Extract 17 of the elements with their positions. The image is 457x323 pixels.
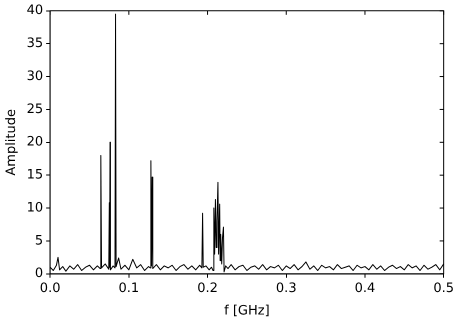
y-tick-label: 15: [26, 168, 44, 183]
x-tick-label: 0.4: [354, 280, 376, 296]
y-tick-label: 5: [34, 233, 44, 248]
x-tick-label: 0.5: [433, 280, 454, 296]
y-tick-label: 20: [26, 134, 44, 150]
y-tick-label: 25: [26, 102, 44, 117]
y-tick-label: 40: [26, 3, 44, 18]
x-tick-label: 0.0: [40, 280, 60, 296]
x-tick-label: 0.3: [276, 280, 297, 296]
x-tick-label: 0.1: [118, 280, 140, 296]
y-tick-label: 0: [34, 266, 44, 282]
y-axis-title: Amplitude: [4, 108, 20, 176]
x-axis-title: f [GHz]: [224, 304, 270, 319]
y-tick-label: 10: [26, 200, 44, 216]
y-tick-label: 35: [26, 36, 44, 52]
x-tick-label: 0.2: [197, 280, 218, 296]
y-tick-label: 30: [26, 68, 44, 84]
